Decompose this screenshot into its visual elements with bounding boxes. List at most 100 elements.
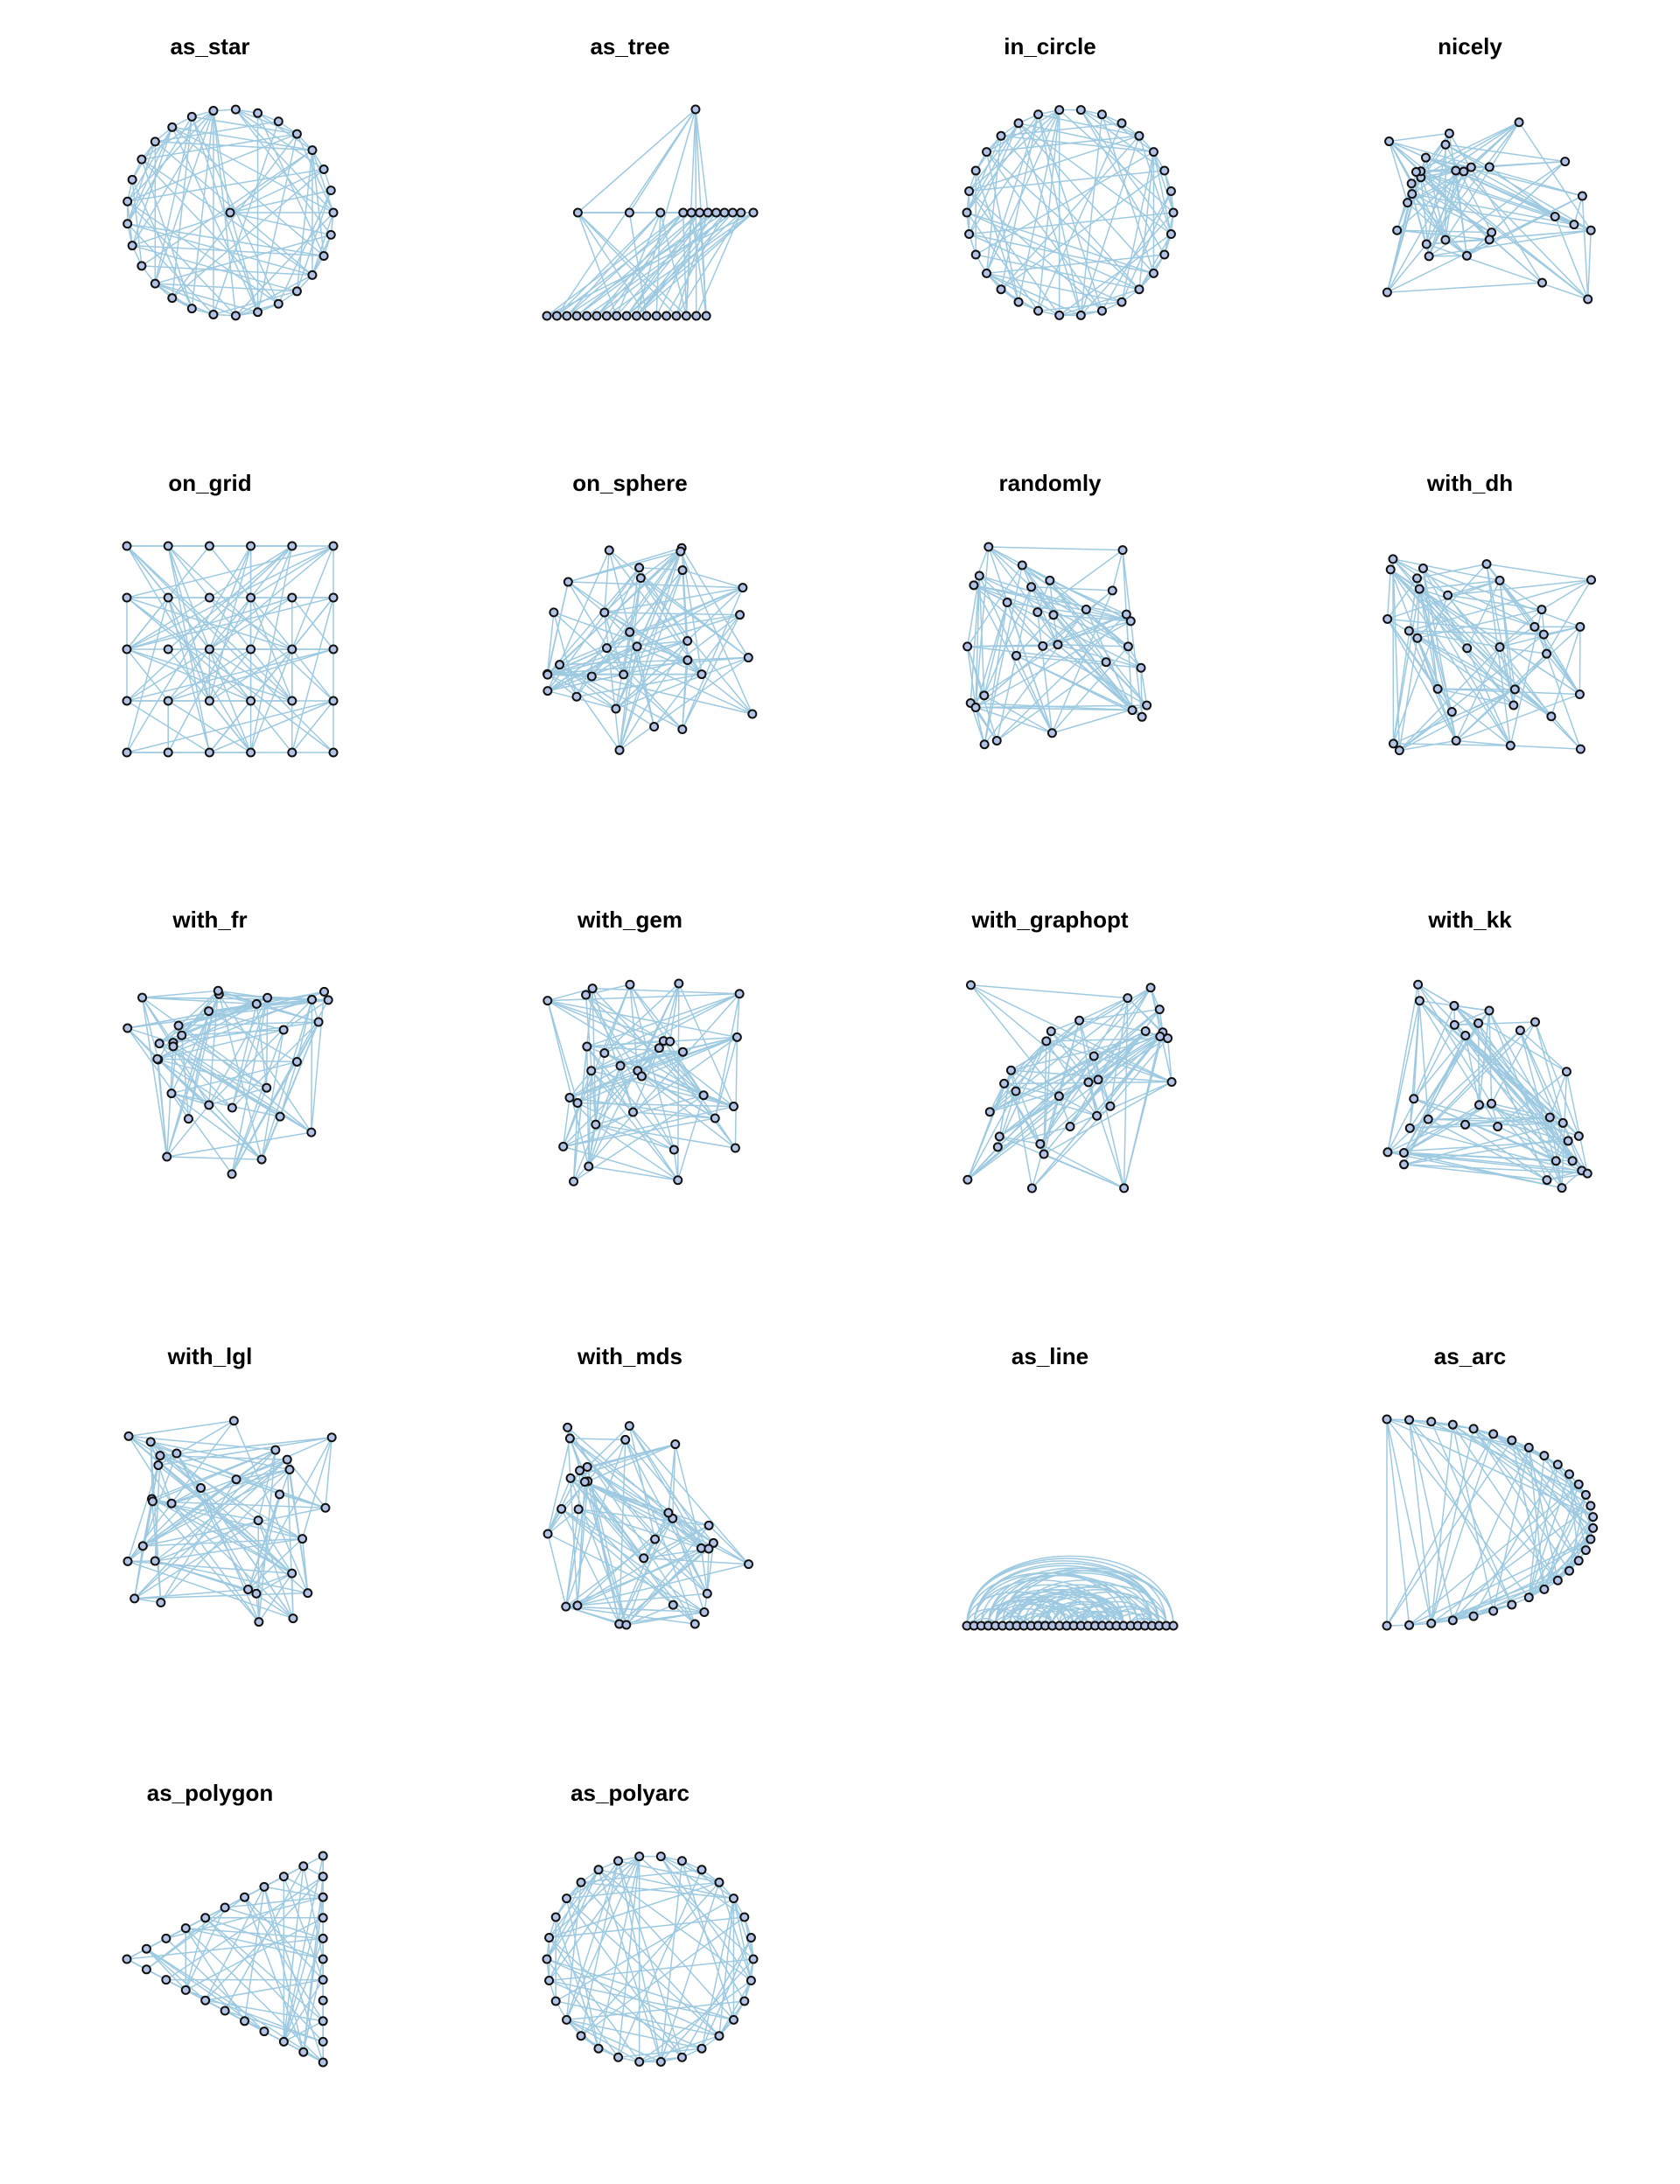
- graph-node: [969, 580, 979, 591]
- graph-edge: [150, 1441, 172, 1504]
- graph-node: [1382, 1414, 1392, 1424]
- graph-node: [743, 653, 753, 663]
- graph-node: [220, 2006, 230, 2016]
- graph-node: [1426, 1618, 1437, 1628]
- panel-with-graphopt: with_graphopt: [840, 873, 1260, 1310]
- graph-edge: [158, 1059, 168, 1158]
- graph-edge: [970, 984, 1089, 1083]
- graph-edge: [160, 1468, 290, 1604]
- graph-edge: [1389, 140, 1426, 158]
- graph-node: [551, 311, 562, 321]
- graph-node: [166, 1498, 177, 1508]
- graph-edge: [640, 578, 749, 659]
- graph-edge: [1037, 612, 1133, 711]
- graph-edge: [626, 212, 701, 317]
- graph-edge: [208, 545, 334, 702]
- graph-node: [259, 2026, 270, 2037]
- edge-group: [1387, 984, 1588, 1189]
- graph-edge: [586, 1046, 683, 1053]
- edge-group: [546, 547, 753, 751]
- graph-node: [641, 311, 652, 321]
- graph-edge: [218, 990, 319, 1023]
- graph-node: [747, 709, 758, 719]
- graph-node: [999, 1078, 1010, 1088]
- graph-node: [634, 2056, 645, 2067]
- graph-edge: [1486, 563, 1592, 581]
- graph-node: [1449, 1000, 1460, 1011]
- node-group: [122, 1416, 337, 1628]
- graph-node: [163, 747, 173, 758]
- graph-node: [1033, 305, 1044, 316]
- graph-node: [564, 1433, 575, 1444]
- panel-on-grid: on_grid: [0, 437, 420, 873]
- graph-node: [639, 1553, 649, 1564]
- graph-node: [150, 136, 160, 147]
- graph-node: [696, 1865, 707, 1875]
- graph-node: [714, 2031, 724, 2041]
- graph-node: [186, 111, 197, 122]
- graph-edge: [1410, 183, 1493, 234]
- graph-edge: [1392, 558, 1401, 751]
- graph-edge: [172, 126, 325, 257]
- graph-edge: [283, 1866, 304, 2042]
- graph-edge: [1425, 122, 1520, 245]
- graph-node: [1166, 186, 1176, 196]
- graph-edge: [606, 212, 684, 317]
- graph-node: [1406, 178, 1417, 189]
- graph-edge: [967, 1030, 1146, 1180]
- graph-edge: [127, 223, 214, 315]
- graph-edge: [127, 126, 173, 202]
- graph-edge: [1037, 612, 1054, 733]
- edge-group: [966, 546, 1148, 746]
- graph-edge: [1411, 193, 1428, 245]
- graph-edge: [301, 1538, 309, 1593]
- graph-node: [298, 1861, 309, 1872]
- graph-node: [1013, 297, 1024, 307]
- graph-node: [313, 1017, 324, 1027]
- graph-node: [282, 1454, 292, 1465]
- graph-edge: [158, 1437, 332, 1466]
- graph-edge: [967, 1146, 998, 1180]
- graph-node: [1507, 1435, 1517, 1446]
- graph-node: [1484, 162, 1494, 172]
- graph-node: [996, 284, 1006, 295]
- graph-edge: [1387, 1024, 1455, 1153]
- graph-edge: [1490, 1021, 1536, 1104]
- graph-node: [681, 311, 691, 321]
- graph-edge: [994, 1589, 1103, 1627]
- graph-edge: [986, 272, 1123, 303]
- graph-node: [678, 207, 689, 218]
- graph-node: [1530, 1017, 1540, 1027]
- graph-edge: [569, 1051, 683, 1099]
- graph-node: [1536, 277, 1547, 288]
- graph-edge: [618, 2048, 703, 2058]
- graph-edge: [579, 1443, 676, 1472]
- graph-edge: [625, 1438, 714, 1544]
- graph-node: [1017, 560, 1027, 570]
- graph-node: [611, 704, 621, 714]
- graph-edge: [134, 1592, 308, 1600]
- graph-node: [542, 1529, 553, 1539]
- graph-node: [668, 1144, 679, 1155]
- graph-edge: [577, 1542, 714, 1606]
- graph-edge: [566, 212, 662, 317]
- graph-edge: [563, 1145, 678, 1181]
- graph-edge: [638, 567, 689, 641]
- graph-edge: [176, 1452, 202, 1488]
- graph-edge: [1549, 1116, 1563, 1188]
- graph-edge: [1038, 301, 1123, 312]
- graph-node: [727, 207, 738, 218]
- graph-node: [273, 298, 284, 309]
- graph-edge: [994, 1603, 1060, 1627]
- graph-edge: [1511, 1439, 1545, 1590]
- graph-edge: [660, 1856, 752, 1981]
- graph-edge: [561, 1508, 674, 1606]
- panel-title: as_line: [1011, 1343, 1089, 1369]
- graph-edge: [586, 993, 740, 1047]
- graph-edge: [967, 1009, 1160, 1180]
- graph-edge: [1409, 1483, 1579, 1626]
- graph-edge: [567, 581, 703, 676]
- graph-edge: [989, 1040, 1047, 1113]
- graph-edge: [283, 1938, 324, 2042]
- graph-edge: [1001, 1572, 1160, 1627]
